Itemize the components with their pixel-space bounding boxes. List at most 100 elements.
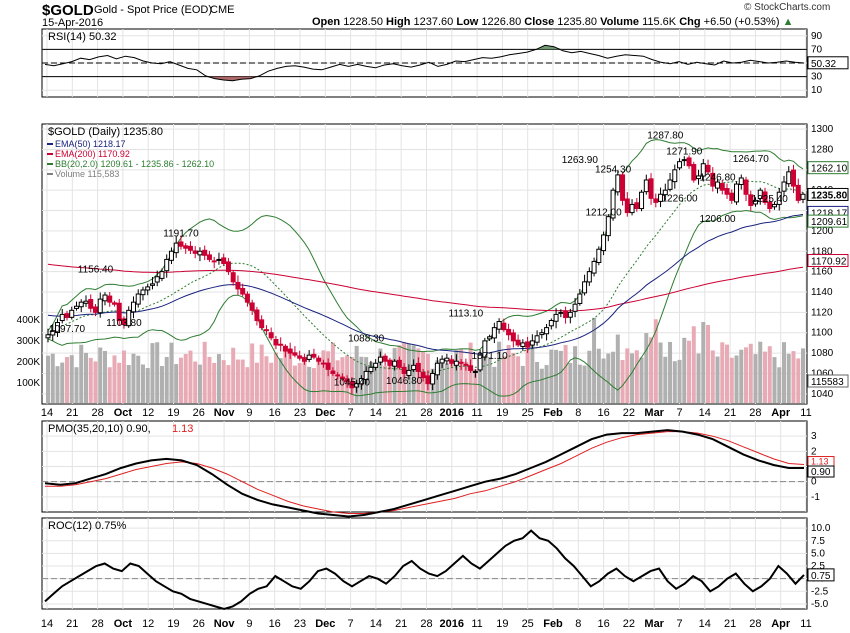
volume-bar [530,344,535,403]
y-tick-label: 30 [811,72,823,83]
volume-bar [454,350,459,403]
price-title: $GOLD (Daily) 1235.80 [48,126,163,138]
close-label: Close [524,16,555,28]
volume-bar [520,365,525,403]
candle-body [491,327,497,339]
volume-bar [625,348,630,403]
volume-bar [487,357,492,403]
volume-bar [449,358,454,403]
candle-body [83,300,89,304]
date: 15-Apr-2016 [42,17,104,29]
volume-bar [696,353,701,403]
x-tick-label: 14 [370,618,382,630]
y-tick-label: 2 [811,446,817,457]
x-tick-label: 12 [142,407,154,419]
candle-body [510,332,516,342]
volume-bar [250,343,255,403]
volume-bar [734,355,739,403]
candle-body [748,194,754,206]
volume-bar [682,337,687,403]
volume-bar [758,341,763,403]
volume-bar [316,357,321,403]
volume-bar [653,319,658,403]
volume-bar [767,346,772,403]
candle-body [97,298,103,314]
candle-body [268,332,274,339]
volume-bar [744,347,749,403]
volume-bar [658,342,663,403]
x-tick-label: 28 [749,407,761,419]
volume-tick-label: 400K [17,315,41,326]
candle-body [92,306,98,313]
volume-bar [539,368,544,403]
volume-bar [335,360,340,403]
x-tick-label: 25 [522,407,534,419]
price-last-value: 1262.10 [811,164,848,175]
volume-bar [463,361,468,403]
x-tick-label: 19 [167,407,179,419]
x-tick-label: 16 [597,407,609,419]
candle-body [734,183,740,203]
x-tick-label: 2016 [440,618,464,630]
x-tick-label: 14 [41,618,53,630]
y-tick-label: 10.0 [811,523,831,534]
volume-bar [264,356,269,403]
volume-bar [378,348,383,403]
candle-body [140,289,146,296]
candle-body [705,164,711,173]
candle-body [596,248,602,264]
x-tick-label: 16 [269,618,281,630]
volume-bar [440,359,445,403]
candle-body [88,299,94,309]
pmo-signal-last-value: 1.13 [811,457,829,467]
y-tick-label: 1160 [811,267,833,278]
candle-body [178,241,184,247]
volume-bar [459,348,464,403]
pmo-title: PMO(35,20,10) 0.90, [48,423,151,435]
price-last-value-box [807,161,849,175]
x-tick-label: 16 [269,407,281,419]
x-tick-label: 14 [699,618,711,630]
price-last-value-box [807,374,849,388]
rsi-oversold-fill [45,76,804,81]
volume-bar [383,365,388,403]
candle-body [724,188,730,195]
candle-body [330,370,336,374]
candle-body [477,354,483,371]
x-tick-label: 28 [91,407,103,419]
volume-tick-label: 100K [17,378,41,389]
volume-bar [150,343,155,403]
candle-body [776,191,782,205]
x-tick-label: Mar [644,618,664,630]
close-value: 1235.80 [557,16,598,28]
roc-last-value: 0.75 [811,571,831,582]
candle-body [406,369,412,376]
x-tick-label: 19 [167,618,179,630]
volume-bar [387,361,392,403]
candle-body [700,163,706,177]
candle-body [795,184,801,201]
candle-body [387,359,393,366]
volume-bar [79,344,84,403]
price-last-value: 1235.80 [811,190,848,201]
legend-entry: EMA(50) 1218.17 [55,139,126,149]
volume-bar [715,356,720,403]
volume-bar [615,334,620,403]
x-tick-label: Dec [315,407,335,419]
price-last-value-box [807,187,849,201]
candle-body [183,245,189,249]
volume-bar [240,359,245,403]
open-label: Open [312,16,341,28]
candle-body [696,175,702,180]
volume-bar [159,366,164,403]
volume-label: Volume [600,16,640,28]
volume-bar [753,354,758,403]
x-tick-label: 21 [724,407,736,419]
volume-bar [278,358,283,403]
y-tick-label: 1280 [811,144,834,155]
volume-bar [354,345,359,403]
candle-body [339,376,345,380]
candle-body [577,293,583,304]
volume-bar [634,350,639,403]
